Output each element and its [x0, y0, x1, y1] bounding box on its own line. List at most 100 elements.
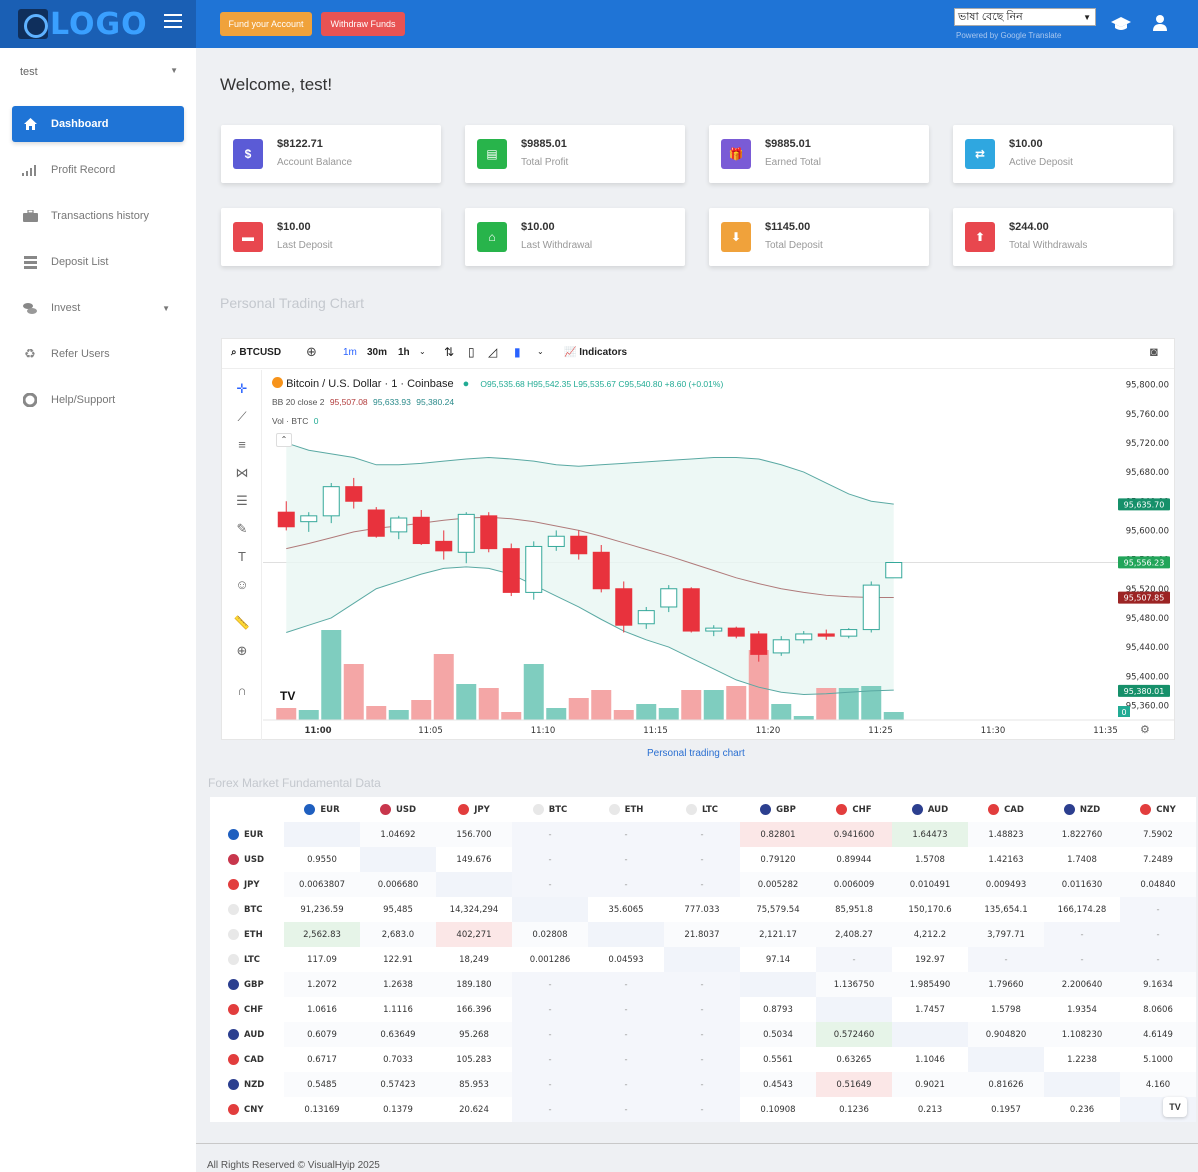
- interval-1h[interactable]: 1h: [398, 347, 410, 358]
- table-cell[interactable]: 0.941600: [816, 822, 892, 847]
- table-cell[interactable]: 0.57423: [360, 1072, 436, 1097]
- user-dropdown[interactable]: test ▼: [20, 66, 178, 78]
- table-cell[interactable]: -: [1044, 947, 1120, 972]
- table-cell[interactable]: [740, 972, 816, 997]
- table-cell[interactable]: 7.5902: [1120, 822, 1196, 847]
- area-type-icon[interactable]: ◿: [488, 345, 498, 359]
- table-cell[interactable]: -: [588, 972, 664, 997]
- column-header-btc[interactable]: BTC: [512, 797, 588, 822]
- table-cell[interactable]: 192.97: [892, 947, 968, 972]
- table-cell[interactable]: 0.001286: [512, 947, 588, 972]
- table-cell[interactable]: 0.010491: [892, 872, 968, 897]
- table-cell[interactable]: 117.09: [284, 947, 360, 972]
- table-cell[interactable]: 1.5798: [968, 997, 1044, 1022]
- table-cell[interactable]: 2,562.83: [284, 922, 360, 947]
- table-cell[interactable]: 0.51649: [816, 1072, 892, 1097]
- table-cell[interactable]: -: [588, 1022, 664, 1047]
- table-cell[interactable]: -: [664, 1047, 740, 1072]
- brush-icon[interactable]: ✎: [236, 521, 248, 536]
- table-cell[interactable]: 1.79660: [968, 972, 1044, 997]
- row-header-aud[interactable]: AUD: [210, 1022, 284, 1047]
- table-cell[interactable]: 9.1634: [1120, 972, 1196, 997]
- pattern-icon[interactable]: ⋈: [235, 465, 249, 480]
- table-cell[interactable]: [436, 872, 512, 897]
- table-cell[interactable]: [968, 1047, 1044, 1072]
- row-header-usd[interactable]: USD: [210, 847, 284, 872]
- column-header-cny[interactable]: CNY: [1120, 797, 1196, 822]
- table-cell[interactable]: 166.396: [436, 997, 512, 1022]
- table-cell[interactable]: 4.160: [1120, 1072, 1196, 1097]
- text-icon[interactable]: T: [238, 549, 246, 564]
- table-cell[interactable]: [664, 947, 740, 972]
- table-cell[interactable]: -: [512, 1047, 588, 1072]
- table-cell[interactable]: 0.006009: [816, 872, 892, 897]
- logo-area[interactable]: LOGO: [0, 0, 196, 48]
- table-cell[interactable]: 149.676: [436, 847, 512, 872]
- column-header-jpy[interactable]: JPY: [436, 797, 512, 822]
- table-cell[interactable]: 1.42163: [968, 847, 1044, 872]
- table-cell[interactable]: -: [968, 947, 1044, 972]
- table-cell[interactable]: 1.985490: [892, 972, 968, 997]
- withdraw-funds-button[interactable]: Withdraw Funds: [321, 12, 405, 36]
- table-cell[interactable]: 4,212.2: [892, 922, 968, 947]
- table-cell[interactable]: -: [512, 847, 588, 872]
- table-cell[interactable]: 97.14: [740, 947, 816, 972]
- column-header-ltc[interactable]: LTC: [664, 797, 740, 822]
- table-cell[interactable]: 135,654.1: [968, 897, 1044, 922]
- row-header-eth[interactable]: ETH: [210, 922, 284, 947]
- table-cell[interactable]: 2,683.0: [360, 922, 436, 947]
- table-cell[interactable]: 1.1116: [360, 997, 436, 1022]
- menu-icon[interactable]: [164, 14, 182, 32]
- table-cell[interactable]: 0.02808: [512, 922, 588, 947]
- table-cell[interactable]: 1.1046: [892, 1047, 968, 1072]
- table-cell[interactable]: 1.2238: [1044, 1047, 1120, 1072]
- column-header-chf[interactable]: CHF: [816, 797, 892, 822]
- emoji-icon[interactable]: ☺: [235, 577, 249, 592]
- sidebar-item-invest[interactable]: Invest ▼: [12, 290, 184, 326]
- column-header-gbp[interactable]: GBP: [740, 797, 816, 822]
- table-cell[interactable]: 0.1957: [968, 1097, 1044, 1122]
- table-cell[interactable]: -: [588, 1047, 664, 1072]
- table-cell[interactable]: -: [664, 1097, 740, 1122]
- interval-1m[interactable]: 1m: [343, 347, 357, 358]
- zoom-in-icon[interactable]: ⊕: [236, 643, 248, 658]
- table-cell[interactable]: 2,408.27: [816, 922, 892, 947]
- sidebar-item-profit-record[interactable]: Profit Record: [12, 152, 184, 188]
- table-cell[interactable]: -: [512, 1072, 588, 1097]
- table-cell[interactable]: -: [1120, 897, 1196, 922]
- table-cell[interactable]: 3,797.71: [968, 922, 1044, 947]
- table-cell[interactable]: -: [1120, 922, 1196, 947]
- sidebar-item-transactions-history[interactable]: Transactions history: [12, 198, 184, 234]
- symbol-search[interactable]: ⌕ BTCUSD: [231, 347, 281, 358]
- table-cell[interactable]: -: [512, 997, 588, 1022]
- table-cell[interactable]: 0.8793: [740, 997, 816, 1022]
- table-cell[interactable]: 402,271: [436, 922, 512, 947]
- table-cell[interactable]: 156.700: [436, 822, 512, 847]
- table-cell[interactable]: 1.04692: [360, 822, 436, 847]
- table-cell[interactable]: 1.5708: [892, 847, 968, 872]
- crosshair-icon[interactable]: ✛: [236, 381, 248, 396]
- table-cell[interactable]: 0.5034: [740, 1022, 816, 1047]
- table-cell[interactable]: 0.572460: [816, 1022, 892, 1047]
- table-cell[interactable]: 1.2638: [360, 972, 436, 997]
- table-cell[interactable]: 0.04840: [1120, 872, 1196, 897]
- table-cell[interactable]: -: [512, 872, 588, 897]
- sidebar-item-dashboard[interactable]: Dashboard: [12, 106, 184, 142]
- table-cell[interactable]: 91,236.59: [284, 897, 360, 922]
- table-cell[interactable]: -: [1044, 922, 1120, 947]
- table-cell[interactable]: -: [664, 872, 740, 897]
- table-cell[interactable]: -: [588, 872, 664, 897]
- horizontal-lines-icon[interactable]: ≡: [238, 437, 246, 452]
- table-cell[interactable]: 1.108230: [1044, 1022, 1120, 1047]
- table-cell[interactable]: -: [664, 997, 740, 1022]
- table-cell[interactable]: 1.2072: [284, 972, 360, 997]
- table-cell[interactable]: 20.624: [436, 1097, 512, 1122]
- ruler-icon[interactable]: 📏: [233, 615, 251, 630]
- table-cell[interactable]: 1.7457: [892, 997, 968, 1022]
- fund-account-button[interactable]: Fund your Account: [220, 12, 312, 36]
- table-cell[interactable]: 0.009493: [968, 872, 1044, 897]
- table-cell[interactable]: [588, 922, 664, 947]
- table-cell[interactable]: [816, 997, 892, 1022]
- table-cell[interactable]: 0.011630: [1044, 872, 1120, 897]
- table-cell[interactable]: 85,951.8: [816, 897, 892, 922]
